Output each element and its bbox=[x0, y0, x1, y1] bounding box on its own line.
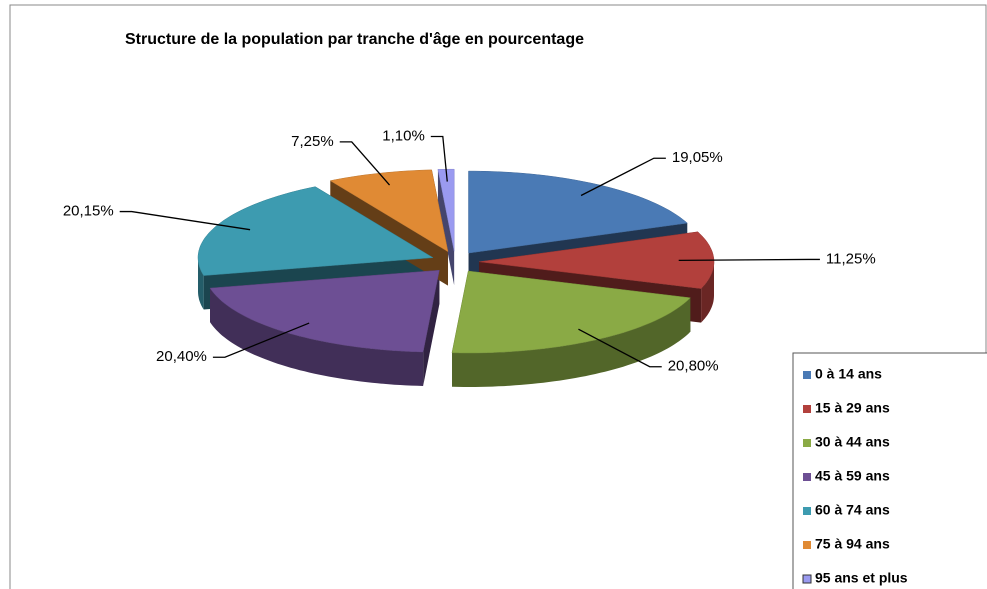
leader-line bbox=[119, 210, 251, 231]
legend-swatch bbox=[803, 541, 811, 549]
leader-line bbox=[580, 157, 666, 197]
legend-box bbox=[792, 352, 987, 589]
legend-swatch bbox=[802, 574, 812, 584]
leader-line bbox=[339, 141, 391, 186]
legend-label: 45 à 59 ans bbox=[815, 468, 890, 484]
legend-label: 75 à 94 ans bbox=[815, 536, 890, 552]
slice-side bbox=[452, 297, 691, 387]
leader-line bbox=[430, 135, 448, 182]
leader-line bbox=[212, 322, 310, 358]
legend-swatch bbox=[803, 507, 811, 515]
data-label: 11,25% bbox=[826, 250, 876, 267]
legend-label: 0 à 14 ans bbox=[815, 366, 882, 382]
legend-label: 30 à 44 ans bbox=[815, 434, 890, 450]
legend-label: 60 à 74 ans bbox=[815, 502, 890, 518]
slice-side bbox=[701, 261, 714, 323]
legend-swatch bbox=[803, 371, 811, 379]
data-label: 20,80% bbox=[668, 358, 719, 375]
slice-wall bbox=[437, 169, 455, 286]
data-label: 7,25% bbox=[291, 133, 334, 150]
legend-label: 95 ans et plus bbox=[815, 570, 908, 586]
slice-side bbox=[210, 288, 424, 386]
leader-line bbox=[578, 328, 662, 368]
leader-line bbox=[678, 258, 820, 262]
data-label: 20,40% bbox=[156, 348, 207, 365]
data-label: 20,15% bbox=[63, 203, 114, 220]
slice-side bbox=[198, 257, 204, 310]
data-label: 19,05% bbox=[672, 149, 723, 166]
legend-swatch bbox=[803, 405, 811, 413]
legend-swatch bbox=[803, 473, 811, 481]
chart-title: Structure de la population par tranche d… bbox=[125, 31, 584, 48]
legend-swatch bbox=[803, 439, 811, 447]
data-label: 1,10% bbox=[382, 127, 425, 144]
legend-label: 15 à 29 ans bbox=[815, 400, 890, 416]
